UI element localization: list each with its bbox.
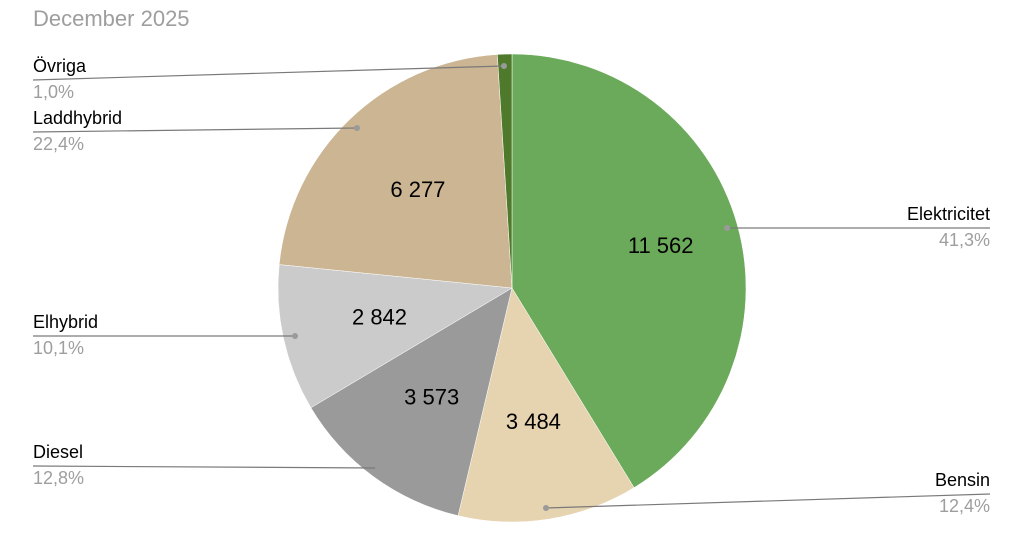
pie-slice-laddhybrid (278, 54, 513, 289)
slice-name-label-bensin: Bensin (935, 470, 990, 490)
pie-slice-diesel (310, 287, 513, 517)
leader-line-ovriga (32, 65, 505, 81)
slice-name-label-ovriga: Övriga (33, 56, 87, 76)
leader-dot-elektricitet (724, 225, 730, 231)
slice-percent-label-laddhybrid: 22,4% (33, 134, 84, 154)
slice-name-label-diesel: Diesel (33, 442, 83, 462)
slice-percent-label-diesel: 12,8% (33, 468, 84, 488)
leader-dot-bensin (543, 505, 549, 511)
leader-dot-diesel (375, 465, 381, 471)
pie-slice-elektricitet (511, 53, 747, 488)
pie-slice-bensin (457, 287, 635, 523)
pie-slice-ovriga (497, 53, 513, 289)
slice-name-label-laddhybrid: Laddhybrid (33, 108, 122, 128)
slice-percent-label-bensin: 12,4% (939, 496, 990, 516)
slice-percent-label-elhybrid: 10,1% (33, 338, 84, 358)
chart-title: December 2025 (33, 6, 190, 31)
leader-line-bensin (545, 493, 991, 509)
leader-dot-elhybrid (292, 333, 298, 339)
leader-line-diesel (32, 465, 379, 469)
slice-value-label-bensin: 3 484 (506, 409, 561, 434)
slice-value-label-diesel: 3 573 (404, 384, 459, 409)
slice-name-label-elektricitet: Elektricitet (907, 204, 990, 224)
slice-value-label-elektricitet: 11 562 (628, 233, 694, 258)
leader-dot-laddhybrid (354, 125, 360, 131)
leader-dot-ovriga (501, 63, 507, 69)
slice-percent-label-ovriga: 1,0% (33, 82, 74, 102)
slice-percent-label-elektricitet: 41,3% (939, 230, 990, 250)
leader-line-laddhybrid (32, 127, 358, 133)
slice-name-label-elhybrid: Elhybrid (33, 312, 98, 332)
slice-value-label-laddhybrid: 6 277 (390, 177, 445, 202)
pie-slice-elhybrid (277, 264, 513, 409)
slice-value-label-elhybrid: 2 842 (352, 304, 407, 329)
